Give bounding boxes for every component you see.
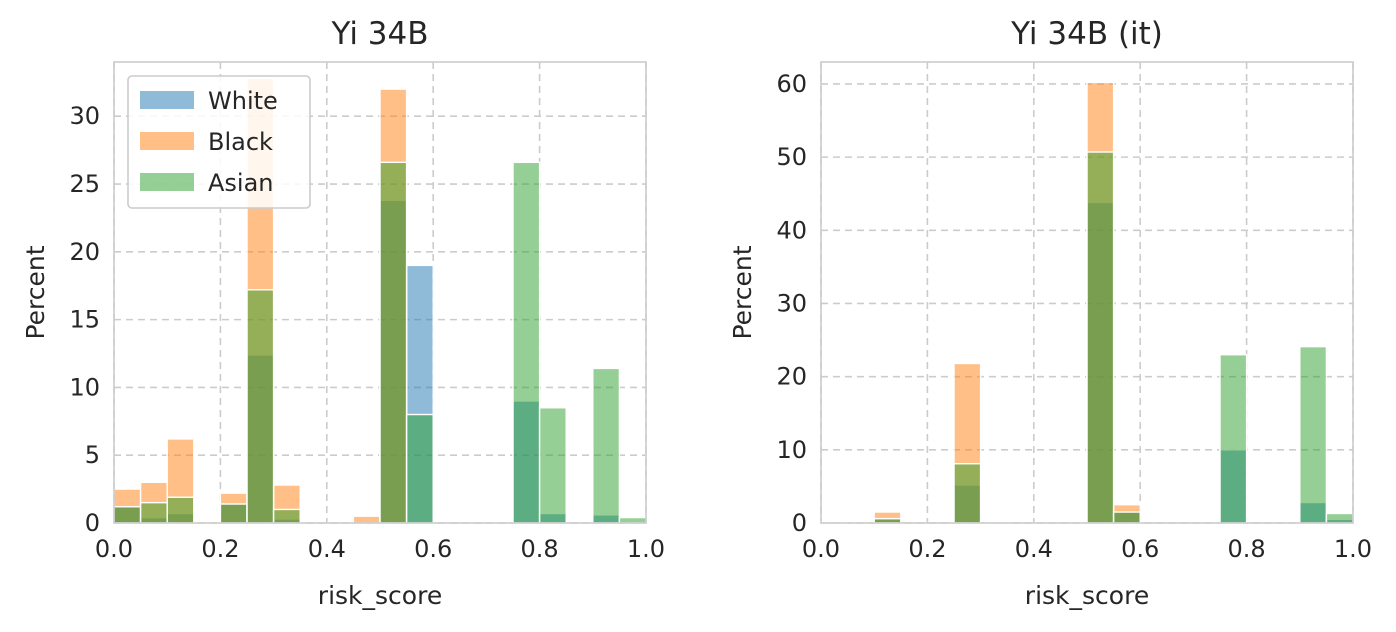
chart-title: Yi 34B (it) (1010, 16, 1163, 52)
series-asian (113, 161, 647, 524)
legend: White Black Asian (127, 75, 311, 209)
bar-asian-11 (592, 367, 621, 524)
x-tick-label: 0.0 (802, 535, 840, 563)
y-axis-label: Percent (728, 245, 757, 339)
legend-label-black: Black (208, 128, 273, 156)
bar-asian-2 (953, 463, 982, 524)
bar-asian-7 (1299, 345, 1328, 524)
bars (113, 77, 647, 524)
bar-asian-3 (219, 503, 248, 524)
x-tick-label: 1.0 (1334, 535, 1372, 563)
bar-asian-12 (618, 516, 647, 524)
x-tick-label: 0.8 (521, 535, 559, 563)
bar-asian-4 (1086, 151, 1115, 524)
bars (820, 81, 1354, 524)
x-tick-label: 0.6 (414, 535, 452, 563)
chart-panel-yi-34b: 0.0 0.2 0.4 0.6 0.8 1.0 0 5 10 15 20 25 30 Yi 34B risk… (21, 16, 665, 610)
plot-frame (113, 61, 647, 524)
y-tick-label: 50 (776, 143, 807, 171)
chart-panel-yi-34b-it: 0.0 0.2 0.4 0.6 0.8 1.0 0 10 20 30 40 50 60 Yi 34B (i… (728, 16, 1372, 610)
y-tick-label: 60 (776, 70, 807, 98)
y-tick-label: 40 (776, 216, 807, 244)
legend-label-white: White (208, 87, 278, 115)
bar-asian-0 (113, 506, 142, 524)
x-tick-label: 1.0 (627, 535, 665, 563)
chart-title: Yi 34B (330, 16, 428, 52)
x-tick-label: 0.8 (1228, 535, 1266, 563)
bar-asian-5 (1112, 511, 1141, 524)
y-tick-label: 0 (792, 509, 807, 537)
y-tick-label: 5 (85, 441, 100, 469)
bar-asian-5 (272, 508, 301, 524)
legend-swatch-black (140, 132, 194, 150)
y-tick-label: 15 (69, 306, 100, 334)
y-tick-label: 20 (69, 238, 100, 266)
y-tick-label: 20 (776, 363, 807, 391)
y-tick-label: 30 (69, 102, 100, 130)
y-axis-label: Percent (21, 245, 50, 339)
series-asian (820, 151, 1354, 524)
bar-asian-10 (538, 407, 567, 524)
legend-swatch-white (140, 91, 194, 109)
legend-label-asian: Asian (208, 169, 274, 197)
bar-asian-8 (405, 413, 434, 524)
bar-asian-8 (1325, 512, 1354, 524)
y-tick-label: 0 (85, 509, 100, 537)
y-tick-label: 10 (776, 436, 807, 464)
y-tick-label: 10 (69, 373, 100, 401)
x-tick-label: 0.2 (201, 535, 239, 563)
bar-asian-9 (512, 161, 541, 524)
x-tick-label: 0.2 (908, 535, 946, 563)
x-axis-label: risk_score (318, 581, 442, 610)
x-tick-label: 0.4 (1015, 535, 1053, 563)
x-tick-label: 0.4 (308, 535, 346, 563)
bar-asian-7 (379, 161, 408, 524)
bar-asian-1 (139, 501, 168, 524)
y-tick-label: 30 (776, 289, 807, 317)
plot-frame (820, 61, 1354, 524)
x-tick-label: 0.0 (95, 535, 133, 563)
x-tick-label: 0.6 (1121, 535, 1159, 563)
bar-asian-6 (1219, 353, 1248, 524)
bar-asian-2 (166, 496, 195, 524)
bar-black-6 (352, 515, 381, 524)
x-axis-label: risk_score (1025, 581, 1149, 610)
bar-asian-4 (246, 289, 275, 524)
y-tick-label: 25 (69, 170, 100, 198)
legend-swatch-asian (140, 173, 194, 191)
